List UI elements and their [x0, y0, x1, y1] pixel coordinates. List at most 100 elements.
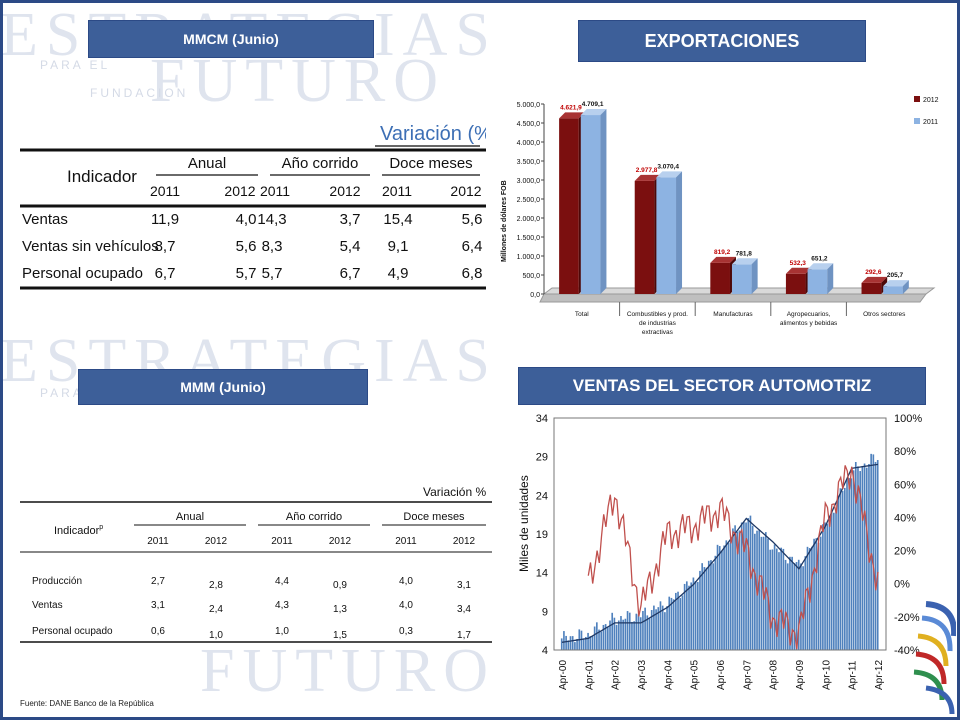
- table-mmcm-cell: 15,4: [383, 211, 412, 228]
- auto-chart-bar: [576, 638, 578, 650]
- table-mmcm-cell: 6,4: [462, 238, 483, 255]
- auto-chart-bar: [732, 528, 734, 650]
- auto-chart-xtick: Apr-01: [584, 660, 595, 690]
- table-mmcm-cell: 5,7: [236, 265, 257, 282]
- table-mmcm-row-label: Ventas sin vehículos: [22, 238, 159, 255]
- export-chart-bar: [883, 286, 903, 294]
- auto-chart-bar: [852, 470, 855, 650]
- auto-chart-plot-frame: [553, 417, 887, 651]
- auto-chart-xtick: Apr-05: [690, 660, 701, 690]
- export-chart-data-label: 4.709,1: [582, 101, 604, 108]
- auto-chart-bar: [835, 509, 837, 650]
- auto-chart-bar: [589, 636, 592, 650]
- table-mmcm-cell: 9,1: [388, 238, 409, 255]
- export-chart-bar-side: [751, 258, 758, 294]
- header-mmcm: MMCM (Junio): [88, 20, 374, 58]
- table-mmcm-cell: 3,7: [340, 211, 361, 228]
- export-chart-ytick-label: 1.500,0: [517, 235, 540, 242]
- auto-chart-xtick: Apr-10: [821, 660, 832, 690]
- export-chart-bar-top: [580, 109, 607, 116]
- auto-chart-ytick-left: 14: [536, 568, 548, 580]
- table-mmcm-year-header: 2011: [260, 183, 290, 199]
- auto-chart-bar: [692, 577, 695, 650]
- auto-chart-ytick-right: -40%: [894, 645, 920, 657]
- export-chart-legend-swatch: [914, 96, 920, 102]
- auto-chart-bar: [675, 592, 677, 650]
- table-mmcm-cell: 4,9: [388, 265, 409, 282]
- export-chart-bar: [807, 269, 828, 294]
- export-chart-bar: [656, 177, 677, 294]
- table-mmm-year-header: 2011: [395, 536, 417, 547]
- auto-chart-bar: [593, 626, 596, 650]
- table-mmcm-cell: 8,3: [262, 238, 283, 255]
- auto-chart-bar: [830, 510, 833, 650]
- table-mmm-group-header: Anual: [176, 511, 204, 523]
- auto-chart-bar: [784, 559, 787, 650]
- export-chart-ytick-label: 1.000,0: [517, 254, 540, 261]
- table-mmm-group-header: Doce meses: [403, 511, 465, 523]
- export-chart-bar-top: [731, 258, 758, 265]
- table-mmm-cell: 4,0: [399, 600, 413, 611]
- auto-chart-bar: [661, 605, 664, 650]
- auto-chart-bar: [718, 546, 721, 650]
- auto-chart-ytick-right: 0%: [894, 579, 910, 591]
- auto-chart-bar: [688, 585, 690, 650]
- header-mmcm-label: MMCM (Junio): [183, 31, 279, 47]
- auto-chart-bar: [850, 478, 853, 650]
- table-mmm-cell: 3,1: [457, 580, 471, 591]
- auto-chart-bar: [701, 563, 703, 650]
- auto-chart-bar: [655, 609, 657, 650]
- auto-chart-bar: [710, 560, 712, 650]
- auto-chart-bar: [723, 545, 725, 650]
- auto-chart-bar: [754, 533, 756, 650]
- auto-chart-bar: [681, 595, 684, 650]
- auto-chart-bar: [617, 620, 620, 650]
- table-mmcm-cell: 4,0: [236, 211, 257, 228]
- auto-chart-bar: [780, 547, 782, 650]
- auto-chart-bar: [876, 459, 879, 650]
- auto-chart-bar: [683, 583, 686, 650]
- export-chart-category-label: Manufacturas: [713, 311, 753, 318]
- auto-chart-bar: [685, 581, 688, 650]
- table-mmm-cell: 4,3: [275, 600, 289, 611]
- table-mmm-cell: 2,4: [209, 604, 223, 615]
- table-mmm-row-label: Ventas: [32, 600, 63, 611]
- export-chart-bar: [580, 115, 601, 294]
- table-mmm-cell: 1,5: [333, 630, 347, 641]
- auto-chart-bar: [611, 612, 614, 650]
- auto-chart-growth-line: [587, 465, 879, 650]
- auto-chart-bar: [666, 606, 668, 650]
- table-mmcm-year-header: 2012: [450, 183, 481, 199]
- table-mmcm-cell: 6,7: [340, 265, 361, 282]
- table-mmcm-indicador: Indicador: [67, 167, 137, 186]
- auto-chart-bar: [771, 549, 774, 650]
- export-chart-legend-label: 2012: [923, 97, 939, 104]
- auto-chart-ytick-right: 100%: [894, 413, 922, 425]
- auto-chart-ytick-left: 34: [536, 413, 548, 425]
- auto-chart-bar: [743, 521, 745, 650]
- table-mmm-row-label: Personal ocupado: [32, 626, 113, 637]
- auto-chart-bar: [782, 548, 785, 650]
- export-chart: 0,0 500,0 1.000,0 1.500,0 2.000,0 2.500,0 3.00…: [496, 84, 942, 346]
- export-chart-bar-top: [559, 112, 585, 119]
- auto-chart-bar: [804, 556, 807, 650]
- auto-chart-bar: [721, 550, 723, 650]
- export-chart-bar-top: [861, 276, 888, 283]
- export-chart-bar-side: [902, 280, 909, 294]
- table-mmm-cell: 4,0: [399, 576, 413, 587]
- auto-chart-bar: [672, 599, 675, 650]
- auto-chart-xtick: Apr-12: [874, 660, 885, 690]
- header-exportaciones-label: EXPORTACIONES: [644, 30, 800, 51]
- auto-chart-bar: [736, 531, 739, 650]
- export-chart-bar: [634, 180, 655, 294]
- auto-chart-bar: [670, 597, 673, 650]
- watermark-text: FUTURO: [200, 637, 497, 705]
- table-mmm-cell: 0,3: [399, 626, 413, 637]
- export-chart-category-label: de industrias: [639, 320, 677, 327]
- auto-chart-bar: [712, 563, 714, 650]
- table-mmm-year-header: 2011: [271, 536, 293, 547]
- auto-chart-bar: [848, 478, 851, 650]
- table-mmcm-row-label: Ventas: [22, 211, 68, 228]
- watermark-text: FUTURO: [150, 47, 447, 115]
- export-chart-floor-edge: [539, 293, 927, 303]
